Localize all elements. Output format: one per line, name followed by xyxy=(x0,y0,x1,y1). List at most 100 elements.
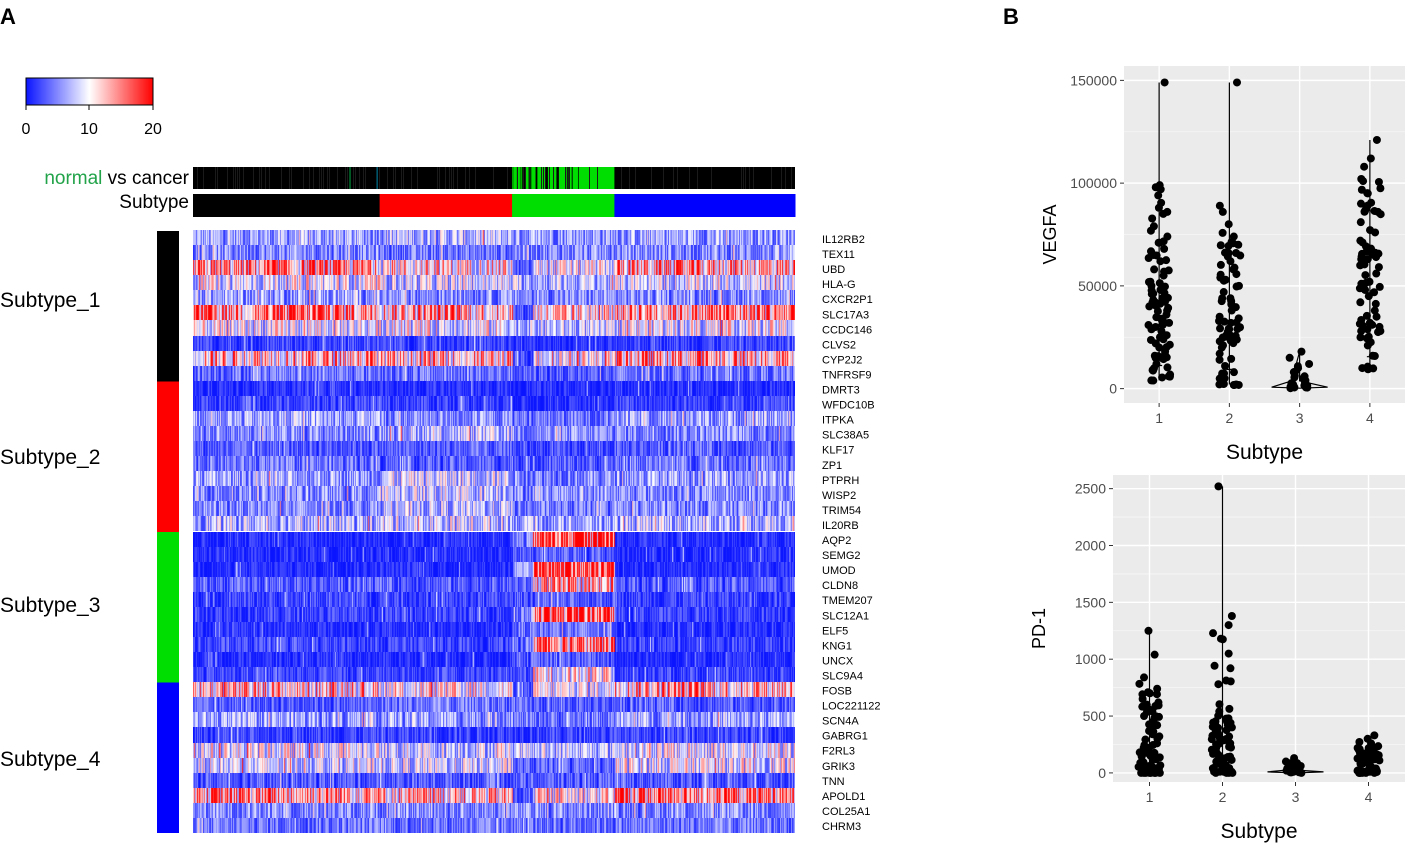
point-subtype-2 xyxy=(1232,78,1241,87)
point-subtype-1 xyxy=(1160,282,1169,291)
point-subtype-1 xyxy=(1149,295,1158,304)
point-subtype-1 xyxy=(1164,303,1173,312)
point-subtype-2 xyxy=(1218,333,1227,342)
color-key: 0 10 20 xyxy=(22,77,162,138)
point-subtype-2 xyxy=(1229,368,1238,377)
point-subtype-2 xyxy=(1209,749,1218,758)
color-key-bar xyxy=(25,77,154,106)
point-subtype-2 xyxy=(1219,288,1228,297)
point-subtype-2 xyxy=(1222,676,1231,685)
gene-label-cxcr2p1: CXCR2P1 xyxy=(822,294,873,306)
normal-sample-mark xyxy=(574,167,578,189)
cancer-sample-mark xyxy=(329,167,330,189)
color-key-tick-0: 0 xyxy=(22,121,31,138)
cancer-sample-mark xyxy=(711,167,712,189)
normal-sample-mark xyxy=(376,167,378,189)
point-subtype-2 xyxy=(1231,303,1240,312)
heatmap-row-uncx xyxy=(193,652,795,668)
point-subtype-2 xyxy=(1221,735,1230,744)
cancer-sample-mark xyxy=(569,167,570,189)
gene-label-loc221122: LOC221122 xyxy=(822,701,881,713)
point-subtype-2 xyxy=(1219,341,1228,350)
cancer-sample-mark xyxy=(261,167,262,189)
normal-sample-mark xyxy=(554,167,556,189)
point-subtype-1 xyxy=(1146,226,1155,235)
x-tick-label: 4 xyxy=(1365,789,1373,805)
point-subtype-2 xyxy=(1214,482,1223,491)
cancer-sample-mark xyxy=(589,167,590,189)
point-subtype-1 xyxy=(1157,198,1166,207)
gene-label-wfdc10b: WFDC10B xyxy=(822,400,875,412)
heatmap-row-il12rb2 xyxy=(193,230,795,246)
normal-sample-block xyxy=(581,167,615,189)
cancer-sample-mark xyxy=(393,167,394,189)
heatmap-row-wfdc10b xyxy=(193,395,795,411)
point-subtype-1 xyxy=(1160,78,1169,87)
point-subtype-3 xyxy=(1297,347,1306,356)
cancer-sample-mark xyxy=(445,167,446,189)
x-tick-label: 3 xyxy=(1296,410,1304,426)
heatmap-row-col25a1 xyxy=(193,802,795,818)
normal-sample-mark xyxy=(349,167,351,189)
point-subtype-1 xyxy=(1160,267,1169,276)
point-subtype-1 xyxy=(1141,735,1150,744)
gene-label-slc17a3: SLC17A3 xyxy=(822,309,869,321)
point-subtype-4 xyxy=(1355,319,1364,328)
subtype-track-segment-2 xyxy=(379,194,513,217)
point-subtype-4 xyxy=(1353,766,1362,775)
normal-sample-mark xyxy=(519,167,521,189)
cancer-sample-mark xyxy=(215,167,216,189)
gene-label-hla-g: HLA-G xyxy=(822,279,856,291)
gene-label-cldn8: CLDN8 xyxy=(822,580,858,592)
normal-sample-mark xyxy=(578,167,582,189)
point-subtype-2 xyxy=(1209,629,1218,638)
point-subtype-3 xyxy=(1290,371,1299,380)
heatmap-row-chrm3 xyxy=(193,817,795,833)
point-subtype-2 xyxy=(1232,270,1241,279)
heatmap-row-slc38a5 xyxy=(193,425,795,442)
heatmap-row-dmrt3 xyxy=(193,380,795,396)
cancer-sample-mark xyxy=(525,167,526,189)
y-tick-label: 50000 xyxy=(1078,278,1117,294)
point-subtype-1 xyxy=(1138,702,1147,711)
heatmap-row-ubd xyxy=(193,260,795,276)
point-subtype-3 xyxy=(1293,362,1302,371)
point-subtype-2 xyxy=(1215,355,1224,364)
cancer-sample-mark xyxy=(309,167,310,189)
point-subtype-4 xyxy=(1364,332,1373,341)
cancer-sample-mark xyxy=(353,167,354,189)
cancer-sample-mark xyxy=(239,167,240,189)
point-subtype-4 xyxy=(1355,737,1364,746)
normal-vs-cancer-track xyxy=(193,167,795,189)
point-subtype-4 xyxy=(1370,288,1379,297)
color-key-tick-20: 20 xyxy=(144,121,162,138)
heatmap-row-gabrg1 xyxy=(193,727,795,743)
point-subtype-3 xyxy=(1301,381,1310,390)
heatmap-row-clvs2 xyxy=(193,335,795,351)
cancer-sample-mark xyxy=(347,167,348,189)
point-subtype-1 xyxy=(1145,720,1154,729)
cancer-sample-mark xyxy=(453,167,454,189)
normal-sample-mark xyxy=(559,167,563,189)
point-subtype-1 xyxy=(1146,335,1155,344)
point-subtype-2 xyxy=(1215,201,1224,210)
cancer-sample-mark xyxy=(355,167,356,189)
normal-sample-mark xyxy=(573,167,575,189)
point-subtype-2 xyxy=(1210,767,1219,776)
point-subtype-1 xyxy=(1146,768,1155,777)
gene-label-uncx: UNCX xyxy=(822,655,854,667)
point-subtype-1 xyxy=(1159,355,1168,364)
heatmap-row-zp1 xyxy=(193,456,795,472)
x-tick-label: 2 xyxy=(1225,410,1233,426)
cancer-sample-mark xyxy=(403,167,404,189)
gene-label-f2rl3: F2RL3 xyxy=(822,746,855,758)
point-subtype-4 xyxy=(1371,299,1380,308)
cancer-sample-mark xyxy=(451,167,452,189)
point-subtype-1 xyxy=(1144,321,1153,330)
y-axis-label: PD-1 xyxy=(1029,608,1049,649)
point-subtype-2 xyxy=(1227,611,1236,620)
y-tick-label: 1500 xyxy=(1075,594,1106,610)
cancer-sample-mark xyxy=(233,167,234,189)
heatmap-row-hla-g xyxy=(193,275,795,291)
